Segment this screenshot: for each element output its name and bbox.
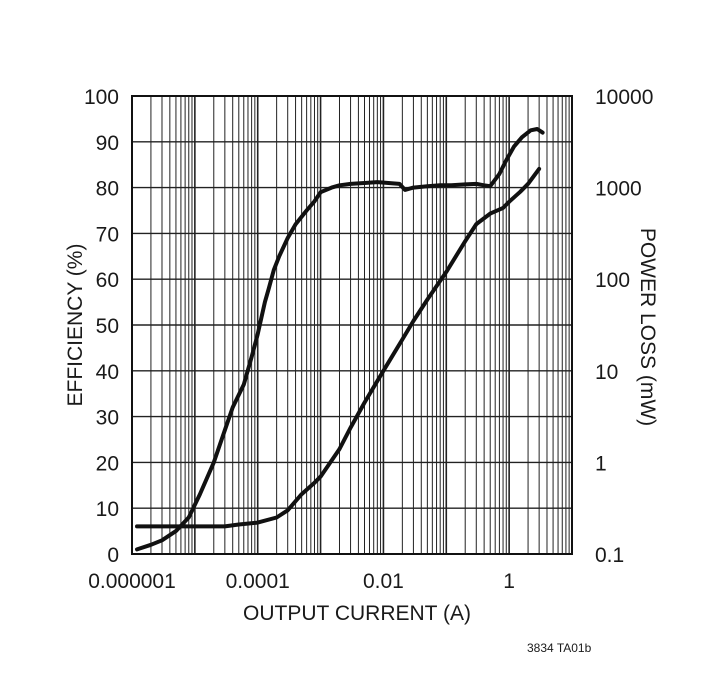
power-loss-curve [135, 166, 542, 529]
y-tick-label: 50 [96, 315, 119, 338]
efficiency-curve [135, 127, 545, 552]
figure-code-label: 3834 TA01b [527, 641, 592, 655]
y2-tick-label: 10000 [595, 86, 653, 109]
x-tick-label: 1 [503, 570, 515, 593]
x-tick-label: 0.01 [363, 570, 404, 593]
y2-tick-label: 0.1 [595, 544, 624, 567]
y2-tick-label: 10 [595, 361, 618, 384]
y-tick-label: 60 [96, 269, 119, 292]
x-tick-label: 0.0001 [226, 570, 290, 593]
y-tick-label: 70 [96, 223, 119, 246]
y2-tick-label: 1000 [595, 178, 642, 201]
y-tick-label: 10 [96, 498, 119, 521]
y-tick-label: 40 [96, 361, 119, 384]
plot-frame [131, 95, 573, 555]
y-tick-label: 90 [96, 132, 119, 155]
x-tick-label: 0.000001 [88, 570, 176, 593]
y-tick-label: 80 [96, 178, 119, 201]
y-tick-label: 20 [96, 452, 119, 475]
y2-tick-label: 100 [595, 269, 630, 292]
y-tick-label: 100 [84, 86, 119, 109]
y-tick-label: 0 [107, 544, 119, 567]
x-axis-title: OUTPUT CURRENT (A) [243, 602, 471, 625]
y-axis-title: EFFICIENCY (%) [64, 244, 87, 407]
y-tick-label: 30 [96, 407, 119, 430]
y2-tick-label: 1 [595, 452, 607, 475]
y2-axis-title: POWER LOSS (mW) [636, 228, 659, 426]
